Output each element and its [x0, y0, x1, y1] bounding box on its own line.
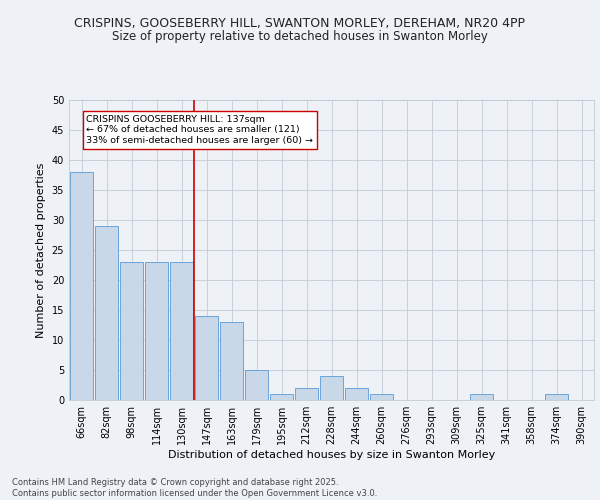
- Bar: [95, 226, 118, 400]
- Bar: [220, 322, 243, 400]
- Bar: [120, 262, 143, 400]
- Bar: [245, 370, 268, 400]
- Bar: [470, 394, 493, 400]
- Bar: [70, 172, 93, 400]
- Bar: [545, 394, 568, 400]
- X-axis label: Distribution of detached houses by size in Swanton Morley: Distribution of detached houses by size …: [168, 450, 495, 460]
- Bar: [195, 316, 218, 400]
- Text: Contains HM Land Registry data © Crown copyright and database right 2025.
Contai: Contains HM Land Registry data © Crown c…: [12, 478, 377, 498]
- Bar: [170, 262, 193, 400]
- Bar: [295, 388, 318, 400]
- Text: CRISPINS GOOSEBERRY HILL: 137sqm
← 67% of detached houses are smaller (121)
33% : CRISPINS GOOSEBERRY HILL: 137sqm ← 67% o…: [86, 115, 314, 145]
- Y-axis label: Number of detached properties: Number of detached properties: [36, 162, 46, 338]
- Text: CRISPINS, GOOSEBERRY HILL, SWANTON MORLEY, DEREHAM, NR20 4PP: CRISPINS, GOOSEBERRY HILL, SWANTON MORLE…: [74, 18, 526, 30]
- Text: Size of property relative to detached houses in Swanton Morley: Size of property relative to detached ho…: [112, 30, 488, 43]
- Bar: [320, 376, 343, 400]
- Bar: [270, 394, 293, 400]
- Bar: [370, 394, 393, 400]
- Bar: [145, 262, 168, 400]
- Bar: [345, 388, 368, 400]
